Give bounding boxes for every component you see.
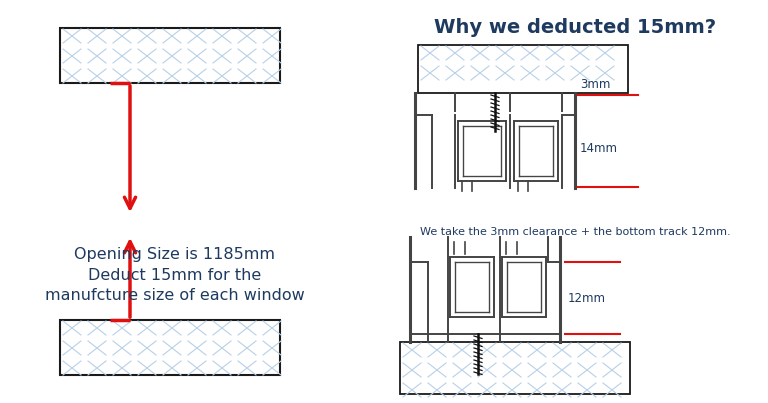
- Bar: [418, 45, 628, 93]
- Bar: [60, 28, 280, 83]
- Text: 14mm: 14mm: [580, 143, 618, 156]
- Text: We take the 3mm clearance + the bottom track 12mm.: We take the 3mm clearance + the bottom t…: [419, 227, 730, 237]
- Bar: [60, 320, 280, 375]
- Text: 12mm: 12mm: [568, 291, 606, 305]
- Text: 3mm: 3mm: [580, 78, 611, 91]
- Text: Why we deducted 15mm?: Why we deducted 15mm?: [434, 18, 716, 37]
- Text: Opening Size is 1185mm: Opening Size is 1185mm: [74, 247, 276, 262]
- Text: Deduct 15mm for the: Deduct 15mm for the: [88, 268, 262, 283]
- Text: manufcture size of each window: manufcture size of each window: [45, 287, 305, 303]
- Bar: [400, 342, 630, 394]
